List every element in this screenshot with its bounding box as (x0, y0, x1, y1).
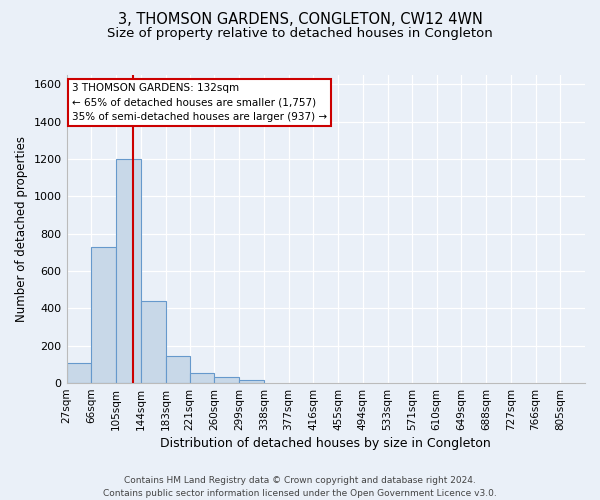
Bar (91, 247, 116, 383)
Bar (239, 380, 264, 383)
Text: 3 THOMSON GARDENS: 132sqm
← 65% of detached houses are smaller (1,757)
35% of se: 3 THOMSON GARDENS: 132sqm ← 65% of detac… (72, 82, 327, 122)
Bar (67, 362, 91, 383)
Text: Size of property relative to detached houses in Congleton: Size of property relative to detached ho… (107, 28, 493, 40)
Bar (116, 159, 141, 383)
Bar (141, 301, 166, 383)
Text: Contains HM Land Registry data © Crown copyright and database right 2024.
Contai: Contains HM Land Registry data © Crown c… (103, 476, 497, 498)
X-axis label: Distribution of detached houses by size in Congleton: Distribution of detached houses by size … (160, 437, 491, 450)
Bar (214, 378, 239, 383)
Bar (190, 373, 214, 383)
Text: 3, THOMSON GARDENS, CONGLETON, CW12 4WN: 3, THOMSON GARDENS, CONGLETON, CW12 4WN (118, 12, 482, 28)
Y-axis label: Number of detached properties: Number of detached properties (15, 136, 28, 322)
Bar (166, 356, 190, 383)
